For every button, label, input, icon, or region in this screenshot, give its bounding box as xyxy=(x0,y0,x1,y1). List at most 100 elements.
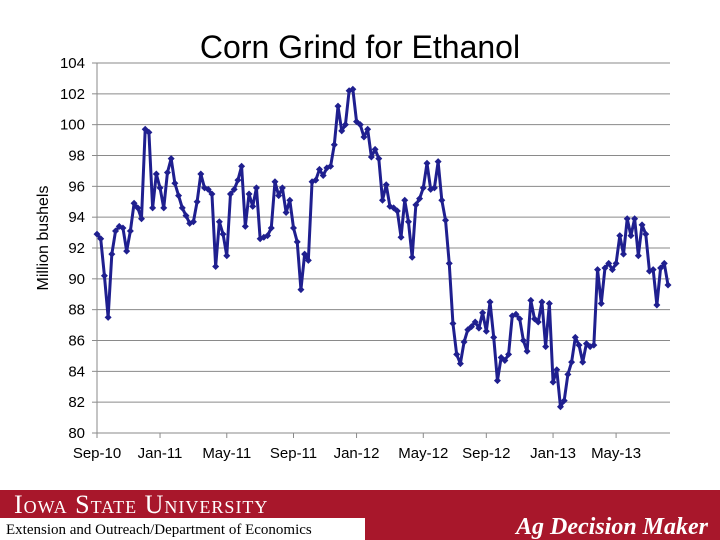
data-point xyxy=(486,298,494,306)
data-point xyxy=(297,286,305,294)
y-tick-label: 80 xyxy=(68,425,85,442)
data-point xyxy=(134,204,142,212)
x-tick-label: Sep-11 xyxy=(270,445,317,462)
data-point xyxy=(152,170,160,178)
x-tick-label: Sep-12 xyxy=(462,445,510,462)
data-point xyxy=(130,199,138,207)
data-point xyxy=(442,216,450,224)
data-point xyxy=(293,238,301,246)
data-point xyxy=(527,296,535,304)
data-point xyxy=(449,320,457,328)
data-point xyxy=(493,377,501,385)
data-point xyxy=(338,127,346,135)
data-point xyxy=(341,121,349,129)
data-point xyxy=(312,176,320,184)
data-point xyxy=(349,85,357,93)
data-point xyxy=(112,227,120,235)
data-point xyxy=(445,259,453,267)
department: Extension and Outreach/Department of Eco… xyxy=(6,522,312,538)
data-point xyxy=(467,323,475,331)
y-axis-label: Million bushels xyxy=(35,186,52,291)
data-point xyxy=(542,343,550,351)
data-point xyxy=(571,333,579,341)
data-point xyxy=(304,256,312,264)
data-point xyxy=(356,121,364,129)
data-point xyxy=(301,250,309,258)
data-point xyxy=(364,125,372,133)
data-point xyxy=(623,215,631,223)
data-point xyxy=(512,310,520,318)
data-point xyxy=(360,133,368,141)
data-point xyxy=(404,218,412,226)
footer-strip xyxy=(0,518,365,540)
data-point xyxy=(568,358,576,366)
data-point xyxy=(416,195,424,203)
data-point xyxy=(175,192,183,200)
data-point xyxy=(156,184,164,192)
data-point xyxy=(104,313,112,321)
data-point xyxy=(634,252,642,260)
data-point xyxy=(627,232,635,240)
data-point xyxy=(167,155,175,163)
data-point xyxy=(601,264,609,272)
y-tick-label: 100 xyxy=(60,117,85,134)
data-point xyxy=(315,165,323,173)
data-point xyxy=(208,190,216,198)
data-point xyxy=(193,198,201,206)
data-point xyxy=(519,337,527,344)
data-point xyxy=(608,266,616,274)
data-point xyxy=(149,204,157,212)
data-point xyxy=(226,190,234,198)
data-point xyxy=(137,215,145,223)
data-point xyxy=(108,250,116,258)
x-tick-label: Jan-13 xyxy=(530,445,576,462)
data-point xyxy=(145,128,153,136)
data-point xyxy=(223,252,231,260)
data-point xyxy=(382,181,390,189)
data-point xyxy=(212,263,220,270)
data-point xyxy=(126,227,134,235)
data-point xyxy=(475,324,483,332)
data-point xyxy=(556,403,564,411)
data-point xyxy=(97,235,105,243)
y-tick-label: 104 xyxy=(60,55,85,72)
y-tick-label: 90 xyxy=(68,271,85,288)
data-point xyxy=(460,338,468,346)
data-point xyxy=(330,141,338,149)
y-tick-label: 102 xyxy=(60,86,85,103)
data-point xyxy=(523,347,531,355)
data-point xyxy=(245,190,253,198)
data-point xyxy=(367,153,375,161)
data-point xyxy=(538,298,546,306)
data-point xyxy=(334,102,342,110)
data-point xyxy=(197,170,205,178)
data-point xyxy=(505,350,513,358)
data-point xyxy=(620,250,628,258)
data-point xyxy=(642,230,650,238)
data-point xyxy=(267,224,275,232)
data-point xyxy=(238,162,246,170)
data-point xyxy=(594,266,602,274)
data-point xyxy=(438,196,446,204)
x-tick-label: Jan-12 xyxy=(334,445,380,462)
y-tick-label: 96 xyxy=(68,178,85,195)
data-point xyxy=(401,196,409,204)
data-point xyxy=(649,266,657,274)
data-point xyxy=(375,155,383,163)
plot: 80 82 84 86 88 90 92 94 96 98 100 102 104 Sep-10 Jan-1… xyxy=(60,55,672,462)
data-point xyxy=(575,341,583,349)
data-point xyxy=(534,318,542,326)
chart-title: Corn Grind for Ethanol xyxy=(200,29,520,65)
data-point xyxy=(545,300,553,307)
data-point xyxy=(471,318,479,326)
data-point xyxy=(605,259,613,267)
data-point xyxy=(123,247,131,255)
x-tick-label: May-12 xyxy=(398,445,448,462)
data-point xyxy=(282,209,290,217)
data-point xyxy=(553,366,561,374)
data-point xyxy=(160,204,168,212)
data-point xyxy=(549,378,557,386)
data-point xyxy=(230,185,238,193)
data-point xyxy=(241,222,249,230)
data-point xyxy=(286,196,294,204)
